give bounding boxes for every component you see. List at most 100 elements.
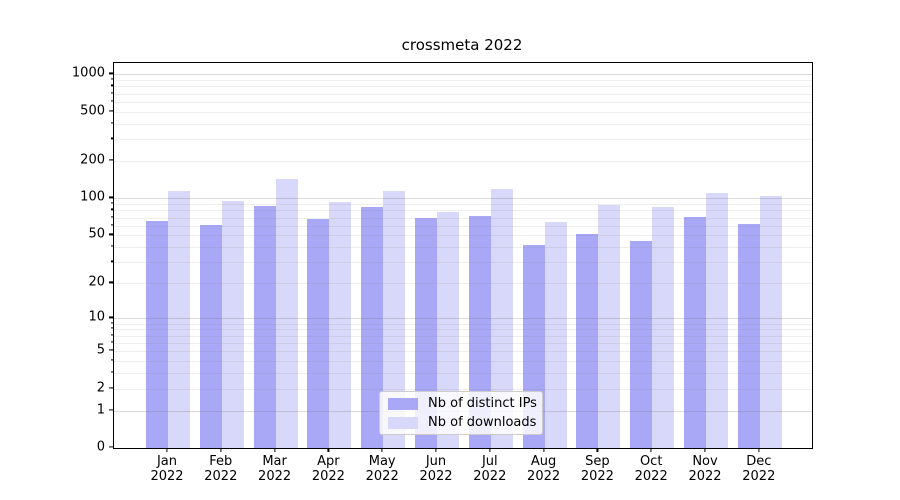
- x-tick-label-jun: Jun 2022: [419, 454, 453, 484]
- x-tick-mark-may: [381, 448, 383, 452]
- y-minortick-80: [110, 208, 113, 210]
- gridline-minor-900: [114, 80, 812, 82]
- bar-downloads-jul: [490, 188, 513, 448]
- y-minortick-500: [110, 110, 113, 112]
- gridline-minor-8: [114, 329, 812, 331]
- x-tick-mark-apr: [327, 448, 329, 452]
- y-tick-mark-10: [109, 316, 113, 318]
- x-tick-label-aug: Aug 2022: [527, 454, 561, 484]
- x-tick-label-oct: Oct 2022: [634, 454, 668, 484]
- bar-distinct-ips-jul: [468, 216, 491, 448]
- y-minortick-40: [110, 245, 113, 247]
- y-minortick-2: [110, 387, 113, 389]
- gridline-major-1000: [114, 74, 812, 76]
- bar-downloads-may: [383, 191, 406, 448]
- gridline-minor-3: [114, 373, 812, 375]
- bar-distinct-ips-apr: [307, 219, 330, 448]
- bar-downloads-oct: [652, 207, 675, 448]
- bar-distinct-ips-nov: [684, 216, 706, 448]
- y-minortick-60: [110, 224, 113, 226]
- x-tick-mark-sep: [596, 448, 598, 452]
- y-minortick-900: [110, 78, 113, 80]
- x-tick-mark-jun: [435, 448, 437, 452]
- gridline-major-10: [114, 318, 812, 320]
- gridline-minor-200: [114, 161, 812, 163]
- gridline-minor-400: [114, 123, 812, 125]
- y-tick-label-500: 500: [80, 103, 105, 119]
- y-tick-mark-0: [109, 446, 113, 448]
- gridline-minor-700: [114, 93, 812, 95]
- gridline-minor-80: [114, 210, 812, 212]
- legend-swatch-downloads: [388, 416, 418, 429]
- bar-downloads-nov: [706, 193, 728, 448]
- bar-distinct-ips-feb: [199, 224, 222, 448]
- y-tick-mark-1000: [109, 72, 113, 75]
- y-minortick-8: [110, 327, 113, 329]
- gridline-minor-600: [114, 102, 812, 104]
- gridline-minor-4: [114, 360, 812, 362]
- y-tick-label-10: 10: [88, 309, 105, 325]
- gridline-minor-70: [114, 217, 812, 219]
- y-tick-label-20: 20: [88, 274, 105, 290]
- x-tick-mark-dec: [758, 448, 760, 452]
- gridline-minor-30: [114, 262, 812, 264]
- x-tick-label-nov: Nov 2022: [688, 454, 722, 484]
- gridline-minor-2: [114, 388, 812, 390]
- x-tick-label-sep: Sep 2022: [580, 454, 614, 484]
- y-minortick-30: [110, 260, 113, 262]
- legend-label-downloads: Nb of downloads: [428, 415, 537, 430]
- gridline-minor-800: [114, 86, 812, 88]
- bar-downloads-aug: [544, 222, 567, 448]
- plot-area: [113, 62, 813, 449]
- bar-distinct-ips-jan: [146, 220, 168, 448]
- x-tick-mark-aug: [543, 448, 545, 452]
- chart-title: crossmeta 2022: [401, 36, 523, 54]
- y-minortick-9: [110, 321, 113, 324]
- gridline-major-100: [114, 198, 812, 200]
- y-minortick-400: [110, 122, 113, 124]
- bar-downloads-sep: [598, 205, 621, 448]
- bar-downloads-dec: [759, 195, 782, 448]
- y-minortick-6: [110, 341, 113, 343]
- y-minortick-700: [110, 92, 113, 94]
- y-minortick-5: [110, 349, 113, 351]
- y-minortick-3: [110, 371, 113, 373]
- y-minortick-7: [110, 333, 113, 336]
- y-minortick-70: [110, 215, 113, 218]
- bar-distinct-ips-oct: [630, 241, 653, 448]
- gridline-minor-500: [114, 111, 812, 113]
- x-tick-mark-oct: [650, 448, 652, 452]
- gridline-minor-300: [114, 139, 812, 141]
- y-tick-label-1: 1: [96, 402, 105, 418]
- gridline-minor-5: [114, 351, 812, 353]
- y-tick-label-1000: 1000: [71, 65, 105, 81]
- bar-distinct-ips-dec: [737, 223, 760, 448]
- x-tick-label-apr: Apr 2022: [311, 454, 345, 484]
- x-tick-label-may: May 2022: [365, 454, 399, 484]
- gridline-minor-60: [114, 225, 812, 227]
- x-tick-label-feb: Feb 2022: [204, 454, 238, 484]
- x-tick-label-jan: Jan 2022: [150, 454, 184, 484]
- y-minortick-20: [110, 281, 113, 283]
- y-tick-label-200: 200: [80, 152, 105, 168]
- y-tick-label-5: 5: [96, 342, 105, 358]
- y-tick-label-0: 0: [96, 439, 105, 455]
- y-tick-label-100: 100: [80, 189, 105, 205]
- bar-downloads-feb: [221, 201, 244, 448]
- y-minortick-600: [110, 100, 113, 102]
- y-minortick-200: [110, 159, 113, 161]
- gridline-minor-20: [114, 283, 812, 285]
- x-tick-label-dec: Dec 2022: [742, 454, 776, 484]
- x-tick-label-mar: Mar 2022: [258, 454, 292, 484]
- legend-row-downloads: Nb of downloads: [388, 415, 537, 430]
- legend-row-distinct-ips: Nb of distinct IPs: [388, 396, 537, 411]
- y-minortick-50: [110, 233, 113, 235]
- x-tick-mark-jul: [489, 448, 491, 452]
- y-minortick-4: [110, 359, 113, 361]
- legend: Nb of distinct IPs Nb of downloads: [379, 391, 543, 435]
- bar-distinct-ips-sep: [576, 234, 599, 448]
- gridline-minor-9: [114, 323, 812, 325]
- y-tick-label-50: 50: [88, 226, 105, 242]
- legend-label-distinct-ips: Nb of distinct IPs: [428, 396, 537, 411]
- x-tick-mark-feb: [220, 448, 222, 452]
